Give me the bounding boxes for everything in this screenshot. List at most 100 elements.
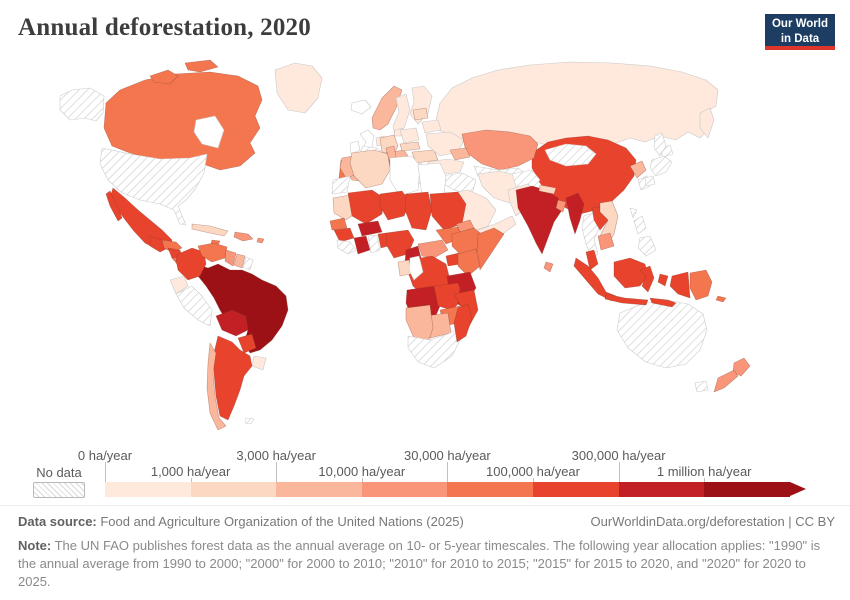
- country-indonesia-lesser-sunda[interactable]: [649, 297, 677, 308]
- country-ireland[interactable]: [349, 140, 361, 155]
- country-bolivia[interactable]: [215, 309, 249, 337]
- country-kazakhstan[interactable]: [461, 129, 539, 171]
- legend-no-data-swatch[interactable]: [33, 482, 85, 498]
- country-canada-island[interactable]: [149, 69, 179, 85]
- country-sakhalin[interactable]: [653, 132, 667, 157]
- country-chile[interactable]: [206, 342, 227, 431]
- country-falklands[interactable]: [244, 417, 255, 425]
- country-burkina-faso[interactable]: [357, 220, 383, 237]
- country-poland[interactable]: [399, 127, 420, 144]
- country-colombia[interactable]: [175, 247, 207, 281]
- country-malaysia[interactable]: [585, 249, 599, 271]
- country-canada-island[interactable]: [184, 59, 219, 73]
- country-new-zealand[interactable]: [713, 369, 739, 393]
- country-ecuador[interactable]: [169, 275, 189, 295]
- country-paraguay[interactable]: [237, 333, 257, 354]
- country-usa[interactable]: [99, 147, 208, 226]
- country-japan[interactable]: [644, 175, 656, 187]
- country-niger[interactable]: [379, 190, 411, 221]
- country-norway[interactable]: [371, 85, 403, 131]
- country-venezuela[interactable]: [197, 242, 228, 263]
- country-uruguay[interactable]: [251, 355, 267, 371]
- country-senegal[interactable]: [329, 217, 348, 231]
- country-caucasus[interactable]: [449, 147, 471, 161]
- country-puerto-rico[interactable]: [256, 237, 265, 244]
- country-central-african-republic[interactable]: [417, 239, 449, 259]
- country-indonesia-sulawesi[interactable]: [639, 265, 655, 293]
- country-guyana[interactable]: [224, 249, 237, 267]
- footer-divider: [0, 505, 850, 506]
- country-western-sahara[interactable]: [331, 175, 351, 195]
- country-syria-iraq[interactable]: [441, 172, 477, 195]
- country-solomon-islands[interactable]: [715, 295, 727, 303]
- country-australia[interactable]: [616, 299, 708, 369]
- country-suriname[interactable]: [233, 253, 246, 269]
- country-russia-kamchatka[interactable]: [699, 107, 715, 139]
- country-chad[interactable]: [404, 191, 433, 231]
- country-congo[interactable]: [408, 255, 424, 281]
- legend-color-segment[interactable]: [276, 482, 362, 497]
- legend-color-segment[interactable]: [190, 482, 277, 497]
- country-philippines[interactable]: [633, 215, 647, 235]
- country-mongolia[interactable]: [544, 143, 597, 167]
- country-south-africa[interactable]: [407, 329, 461, 369]
- country-libya[interactable]: [389, 155, 421, 197]
- world-choropleth-map: [0, 58, 850, 433]
- country-sri-lanka[interactable]: [543, 261, 554, 273]
- legend-tick-label: 3,000 ha/year: [236, 448, 316, 463]
- country-argentina[interactable]: [213, 335, 253, 421]
- legend-color-segment[interactable]: [532, 482, 619, 497]
- country-belarus[interactable]: [421, 119, 442, 134]
- legend-tick-line: [361, 478, 363, 482]
- attribution-link[interactable]: OurWorldinData.org/deforestation | CC BY: [590, 514, 835, 529]
- country-iceland[interactable]: [350, 99, 372, 115]
- hudson-bay: [193, 115, 225, 149]
- country-philippines[interactable]: [637, 235, 657, 257]
- country-myanmar[interactable]: [565, 192, 585, 235]
- country-cuba[interactable]: [191, 223, 229, 237]
- owid-logo[interactable]: Our World in Data: [765, 14, 835, 50]
- country-peru[interactable]: [175, 285, 213, 327]
- country-french-guiana[interactable]: [242, 256, 254, 271]
- country-indonesia-java[interactable]: [604, 293, 649, 306]
- country-north-korea[interactable]: [629, 160, 647, 179]
- country-ivory-coast[interactable]: [353, 235, 371, 255]
- country-alaska[interactable]: [59, 87, 105, 122]
- legend-color-segment[interactable]: [704, 482, 790, 497]
- country-guatemala[interactable]: [149, 235, 169, 253]
- country-tunisia[interactable]: [385, 145, 397, 161]
- country-papua-new-guinea[interactable]: [689, 269, 713, 301]
- country-sierra-leone-liberia[interactable]: [336, 239, 357, 255]
- country-ghana[interactable]: [367, 234, 381, 254]
- legend-color-segment[interactable]: [105, 482, 191, 497]
- legend-no-data-label: No data: [36, 465, 82, 480]
- legend-color-segment[interactable]: [447, 482, 533, 497]
- owid-logo-line2: in Data: [780, 32, 820, 45]
- country-baltics[interactable]: [412, 107, 429, 121]
- country-egypt[interactable]: [417, 162, 447, 197]
- country-mexico-baja[interactable]: [105, 190, 123, 222]
- country-czech-slovakia[interactable]: [399, 141, 421, 152]
- country-brazil[interactable]: [195, 263, 289, 354]
- country-madagascar[interactable]: [453, 303, 473, 343]
- legend-color-segment[interactable]: [361, 482, 448, 497]
- country-somalia[interactable]: [476, 227, 505, 271]
- country-japan[interactable]: [649, 155, 673, 177]
- country-kenya[interactable]: [457, 248, 481, 277]
- country-cambodia[interactable]: [597, 232, 615, 251]
- country-algeria[interactable]: [349, 149, 391, 189]
- country-indonesia-moluccas[interactable]: [657, 273, 669, 287]
- country-india[interactable]: [515, 185, 563, 255]
- country-afghanistan[interactable]: [511, 169, 541, 191]
- note-text: The UN FAO publishes forest data as the …: [18, 538, 821, 590]
- legend-color-bar[interactable]: [105, 482, 806, 497]
- country-greenland[interactable]: [274, 62, 323, 114]
- country-tasmania[interactable]: [694, 380, 709, 393]
- country-mali[interactable]: [347, 189, 385, 225]
- country-taiwan[interactable]: [629, 207, 638, 219]
- country-hispaniola[interactable]: [233, 231, 254, 242]
- legend-color-segment[interactable]: [618, 482, 705, 497]
- country-bangladesh[interactable]: [555, 199, 567, 213]
- country-indonesia-papua[interactable]: [669, 271, 691, 299]
- country-nepal[interactable]: [538, 184, 557, 195]
